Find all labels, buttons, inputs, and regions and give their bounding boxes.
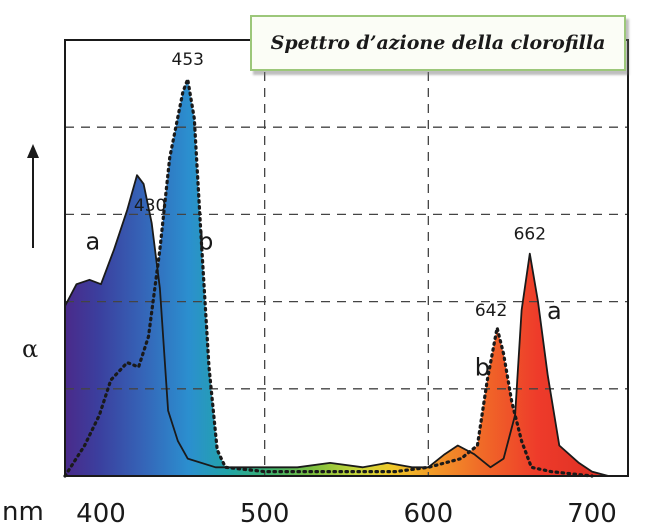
y-axis-label: α bbox=[22, 335, 38, 363]
series-letter-b-3: b bbox=[475, 354, 490, 382]
x-tick-label-500: 500 bbox=[240, 499, 290, 529]
x-axis-unit-label: nm bbox=[2, 497, 44, 527]
curve-layer bbox=[63, 73, 609, 478]
y-axis-arrowhead bbox=[27, 144, 39, 158]
peak-label-453: 453 bbox=[172, 50, 204, 70]
peak-label-430: 430 bbox=[134, 196, 166, 216]
peak-label-642: 642 bbox=[475, 301, 507, 321]
fill-series-a bbox=[65, 175, 609, 476]
x-tick-label-400: 400 bbox=[76, 499, 126, 529]
curve-series-a bbox=[64, 174, 609, 477]
series-letter-b-2: b bbox=[198, 227, 213, 255]
chart-title-box: Spettro d’azione della clorofilla bbox=[250, 15, 626, 71]
curve-series-b bbox=[63, 73, 594, 478]
grid-layer bbox=[65, 40, 628, 476]
x-tick-labels: 400 500 600 700 bbox=[76, 499, 617, 529]
series-letter-a-4: a bbox=[547, 297, 562, 325]
x-tick-label-700: 700 bbox=[567, 499, 617, 529]
annotation-labels: 430 662 453 642 a b b a bbox=[85, 50, 561, 381]
chart-title: Spettro d’azione della clorofilla bbox=[270, 32, 606, 54]
series-letter-a-1: a bbox=[85, 227, 100, 255]
peak-label-662: 662 bbox=[514, 225, 546, 245]
x-tick-label-600: 600 bbox=[404, 499, 454, 529]
